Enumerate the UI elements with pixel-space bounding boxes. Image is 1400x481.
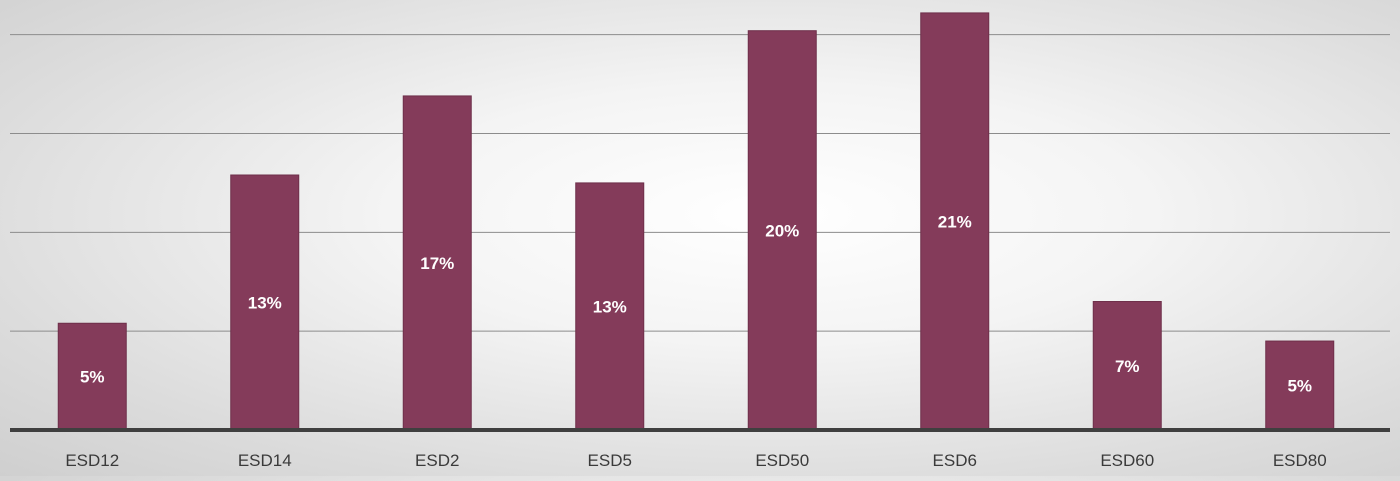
- x-tick-label-esd5: ESD5: [588, 451, 632, 470]
- bars: [57, 12, 1335, 431]
- gridlines: [10, 34, 1390, 332]
- data-label-esd14: 13%: [248, 294, 282, 313]
- data-label-esd12: 5%: [80, 368, 105, 387]
- x-tick-label-esd14: ESD14: [238, 451, 292, 470]
- bar-esd60: [1092, 301, 1162, 431]
- data-label-esd5: 13%: [593, 297, 627, 316]
- bar-esd6: [920, 12, 990, 431]
- x-tick-label-esd6: ESD6: [933, 451, 977, 470]
- data-label-esd60: 7%: [1115, 357, 1140, 376]
- x-tick-label-esd60: ESD60: [1100, 451, 1154, 470]
- bar-esd2: [402, 95, 472, 431]
- data-labels: 5% 13% 17% 13% 20% 21% 7% 5%: [80, 212, 1312, 395]
- data-label-esd2: 17%: [420, 254, 454, 273]
- bar-esd5: [575, 182, 645, 431]
- x-axis-tick-labels: ESD12 ESD14 ESD2 ESD5 ESD50 ESD6 ESD60 ESD80: [65, 451, 1326, 470]
- bar-esd50: [747, 30, 817, 431]
- x-tick-label-esd12: ESD12: [65, 451, 119, 470]
- x-tick-label-esd50: ESD50: [755, 451, 809, 470]
- data-label-esd50: 20%: [765, 221, 799, 240]
- data-label-esd80: 5%: [1287, 377, 1312, 396]
- x-tick-label-esd80: ESD80: [1273, 451, 1327, 470]
- x-tick-label-esd2: ESD2: [415, 451, 459, 470]
- data-label-esd6: 21%: [938, 212, 972, 231]
- bar-esd80: [1265, 340, 1335, 431]
- bar-esd12: [57, 322, 127, 431]
